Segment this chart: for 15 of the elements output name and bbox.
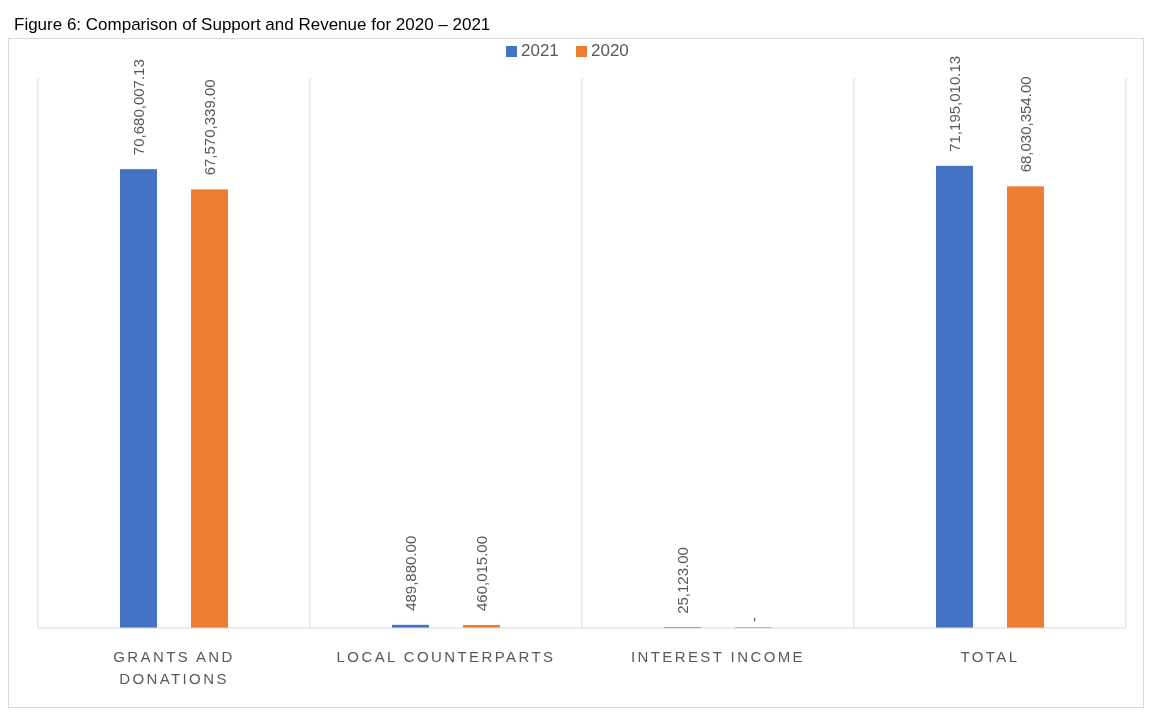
data-label: 71,195,010.13 (945, 55, 963, 152)
data-label: 67,570,339.00 (200, 79, 218, 176)
x-tick-label: GRANTS AND DONATIONS (113, 648, 235, 687)
data-label: 68,030,354.00 (1016, 76, 1034, 173)
legend-label: 2021 (521, 41, 559, 60)
data-label: - (744, 617, 762, 622)
chart-title: Figure 6: Comparison of Support and Revenue for 2020 – 2021 (14, 15, 491, 34)
x-tick-label: TOTAL (960, 648, 1020, 665)
data-label: 70,680,007.13 (129, 59, 147, 156)
data-label: 489,880.00 (401, 535, 419, 611)
legend-label: 2020 (591, 41, 629, 60)
data-label: 460,015.00 (472, 535, 490, 612)
x-tick-label: INTEREST INCOME (630, 648, 806, 665)
data-label: 25,123.00 (673, 547, 691, 614)
x-tick-label: LOCAL COUNTERPARTS (336, 648, 556, 665)
